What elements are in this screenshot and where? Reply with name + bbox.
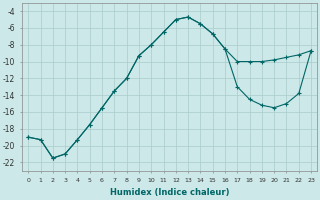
- X-axis label: Humidex (Indice chaleur): Humidex (Indice chaleur): [110, 188, 229, 197]
